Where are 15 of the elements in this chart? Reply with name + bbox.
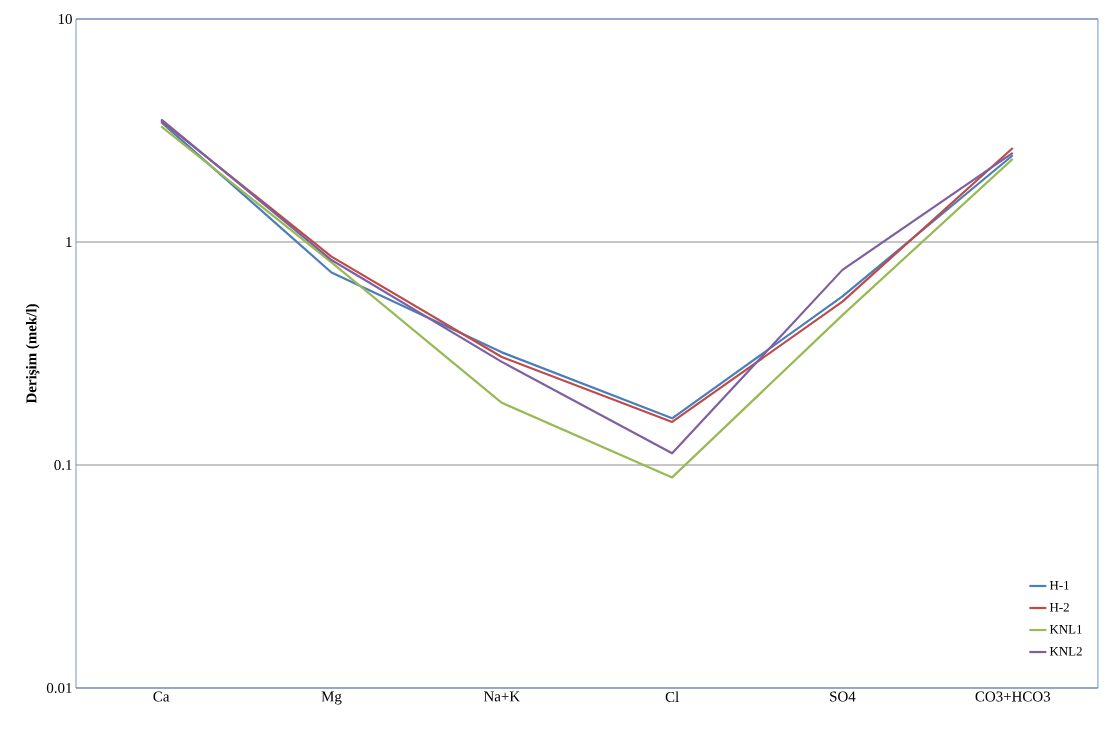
x-tick-label: CO3+HCO3 <box>975 691 1051 702</box>
y-tick-label: 0.1 <box>54 459 72 471</box>
x-tick-label: Mg <box>321 691 342 705</box>
legend-label: KNL1 <box>1049 625 1082 634</box>
x-tick-label: Na+K <box>483 691 520 702</box>
y-tick-label: 0.01 <box>46 682 72 694</box>
y-axis-title: Derişim (mek/l) <box>25 304 40 404</box>
x-tick-label: SO4 <box>830 691 856 702</box>
x-tick-label: Ca <box>153 691 170 702</box>
legend-label: KNL2 <box>1049 646 1082 656</box>
y-tick-label: 1 <box>66 237 72 247</box>
y-tick-label: 10 <box>58 13 72 25</box>
legend-label: H-2 <box>1049 602 1069 612</box>
legend-label: H-1 <box>1049 580 1069 590</box>
x-tick-label: Cl <box>665 691 679 703</box>
